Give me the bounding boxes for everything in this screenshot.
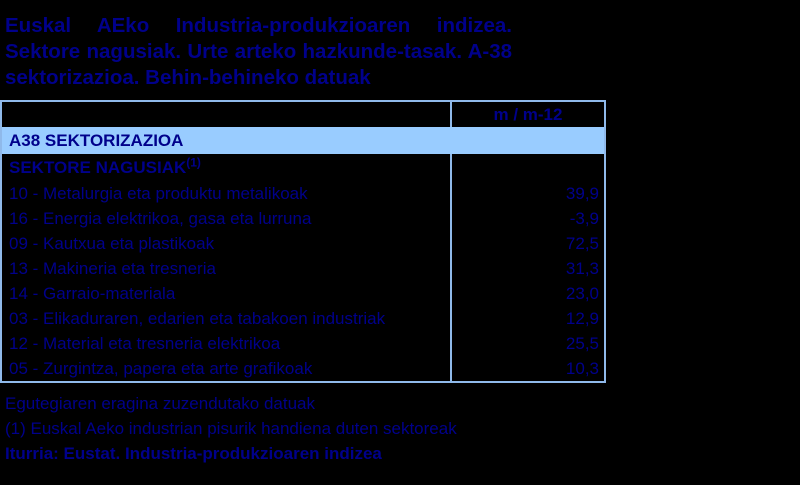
row-value: 72,5 [450,231,604,256]
subsection-row: SEKTORE NAGUSIAK(1) [2,154,604,181]
table-row: 13 - Makineria eta tresneria 31,3 [2,256,604,281]
row-label: 14 - Garraio-materiala [9,283,176,303]
row-value: 23,0 [450,281,604,306]
row-value: 39,9 [450,181,604,206]
table-row: 09 - Kautxua eta plastikoak 72,5 [2,231,604,256]
footnote-marker: (1) [186,154,201,169]
row-label: 03 - Elikaduraren, edarien eta tabakoen … [9,308,386,328]
table-row: 12 - Material eta tresneria elektrikoa 2… [2,331,604,356]
page-title-line-1: Euskal AEko Industria-produkzioaren indi… [5,14,512,37]
row-label: 05 - Zurgintza, papera eta arte grafikoa… [9,358,313,378]
page-title-line-2: Sektore nagusiak. Urte arteko hazkunde-t… [5,40,512,63]
table-row: 10 - Metalurgia eta produktu metalikoak … [2,181,604,206]
subsection-empty-value-cell [450,154,604,181]
subsection-label: SEKTORE NAGUSIAK(1) [9,154,201,177]
page-title: Euskal AEko Industria-produkzioaren indi… [5,13,512,91]
footnote-calendar-adjustment: Egutegiaren eragina zuzendutako datuak [5,394,316,413]
section-header-row: A38 SEKTORIZAZIOA [2,127,604,154]
footnote-1: (1) Euskal Aeko industrian pisurik handi… [5,419,457,438]
row-label: 09 - Kautxua eta plastikoak [9,233,215,253]
row-value: -3,9 [450,206,604,231]
row-label: 12 - Material eta tresneria elektrikoa [9,333,281,353]
row-value: 10,3 [450,356,604,381]
statistics-table: m / m-12 A38 SEKTORIZAZIOA SEKTORE NAGUS… [0,100,606,383]
row-value: 12,9 [450,306,604,331]
row-label: 16 - Energia elektrikoa, gasa eta lurrun… [9,208,312,228]
table-row: 03 - Elikaduraren, edarien eta tabakoen … [2,306,604,331]
table-row: 05 - Zurgintza, papera eta arte grafikoa… [2,356,604,381]
row-label: 10 - Metalurgia eta produktu metalikoak [9,183,308,203]
table-row: 16 - Energia elektrikoa, gasa eta lurrun… [2,206,604,231]
table-row: 14 - Garraio-materiala 23,0 [2,281,604,306]
row-label: 13 - Makineria eta tresneria [9,258,216,278]
page-title-line-3: sektorizazioa. Behin-behineko datuak [5,66,371,89]
footnote-source: Iturria: Eustat. Industria-produkzioaren… [5,444,382,463]
row-value: 31,3 [450,256,604,281]
table-header-row: m / m-12 [2,102,604,127]
header-value-column-label: m / m-12 [450,102,604,127]
row-value: 25,5 [450,331,604,356]
subsection-label-cell: SEKTORE NAGUSIAK(1) [2,154,450,181]
header-empty-cell [2,102,450,127]
section-header-label: A38 SEKTORIZAZIOA [9,130,184,150]
